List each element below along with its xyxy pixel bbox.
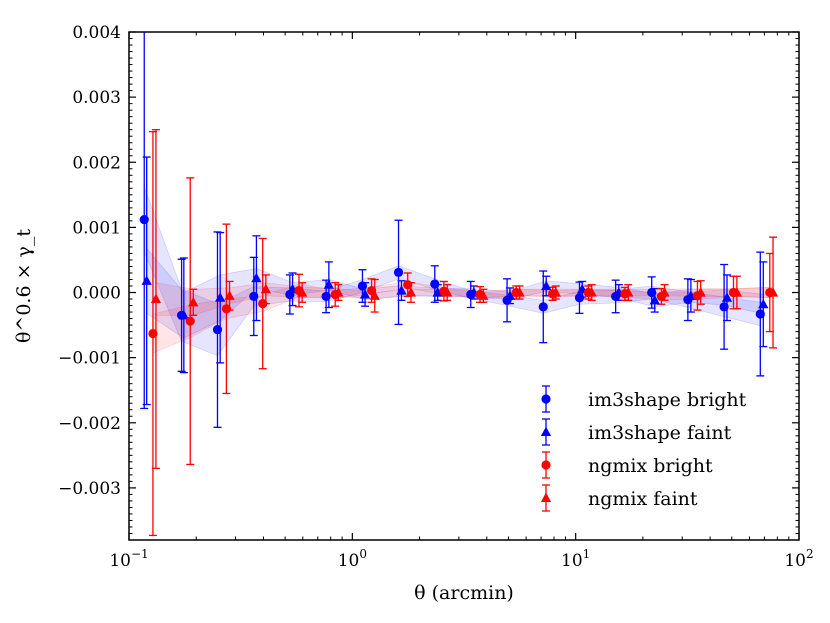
legend-marker: [541, 394, 551, 404]
data-point: [224, 290, 235, 300]
x-axis-label: θ (arcmin): [414, 582, 514, 604]
x-tick-label: 101: [561, 547, 590, 571]
data-point: [442, 287, 453, 297]
y-axis-label: θ^0.6 × γ_t: [13, 229, 35, 343]
data-point: [359, 289, 371, 299]
legend-label: im3shape bright: [588, 389, 747, 411]
data-point: [150, 293, 162, 304]
data-point: [767, 287, 779, 297]
data-point: [249, 291, 259, 302]
legend-marker: [540, 426, 552, 437]
data-point: [185, 316, 195, 326]
tick-labels: 10−1 100 101 102 −0.003 −0.002 −0.001 0.000 0.00…: [58, 23, 814, 571]
data-point: [504, 290, 516, 300]
data-point: [251, 272, 262, 283]
data-point: [659, 287, 670, 297]
data-point: [695, 287, 706, 297]
data-point: [432, 287, 443, 297]
data-point: [258, 298, 268, 309]
y-tick-label: 0.004: [72, 23, 121, 43]
data-point: [755, 309, 765, 319]
data-point: [721, 292, 733, 302]
data-point: [333, 287, 344, 297]
data-point: [393, 267, 404, 277]
y-tick-label: −0.001: [58, 349, 121, 369]
data-markers: [139, 214, 779, 339]
y-tick-label: −0.002: [58, 414, 121, 434]
data-point: [623, 287, 634, 297]
data-point: [396, 285, 407, 295]
legend-label: im3shape faint: [588, 422, 732, 444]
data-point: [514, 287, 525, 297]
data-point: [719, 302, 729, 312]
x-tick-label: 100: [338, 547, 367, 571]
data-point: [188, 296, 199, 307]
data-point: [647, 287, 657, 298]
y-tick-label: 0.002: [72, 153, 121, 173]
data-point: [478, 290, 489, 300]
data-point: [550, 287, 561, 297]
data-point: [323, 279, 334, 289]
data-point: [538, 302, 548, 312]
data-point: [649, 294, 660, 305]
data-point: [369, 290, 380, 300]
data-point: [215, 292, 226, 302]
data-point: [297, 287, 308, 297]
y-tick-label: −0.003: [58, 479, 121, 499]
data-point: [178, 309, 189, 320]
axis-ticks: [128, 31, 800, 541]
data-point: [430, 279, 440, 289]
data-point: [758, 298, 769, 309]
y-tick-label: 0.001: [72, 218, 121, 238]
data-point: [403, 280, 413, 290]
data-point: [212, 325, 223, 335]
legend-label: ngmix bright: [588, 455, 713, 477]
data-point: [260, 283, 271, 294]
y-tick-label: 0.000: [72, 284, 121, 304]
legend-marker: [540, 492, 552, 503]
legend-marker: [541, 460, 551, 470]
y-tick-label: 0.003: [72, 88, 121, 108]
legend-label: ngmix faint: [588, 488, 698, 510]
data-point: [141, 275, 152, 285]
data-point: [221, 304, 232, 314]
data-point: [574, 293, 585, 303]
data-point: [541, 280, 552, 291]
data-point: [148, 328, 158, 339]
data-point: [731, 287, 743, 297]
data-point: [139, 214, 149, 225]
data-point: [321, 291, 331, 302]
data-point: [405, 287, 417, 297]
data-point: [357, 281, 368, 291]
data-point: [586, 287, 597, 297]
x-tick-label: 10−1: [109, 547, 148, 571]
legend: im3shape bright im3shape faint ngmix brigh…: [540, 385, 747, 512]
x-tick-label: 102: [784, 547, 813, 571]
